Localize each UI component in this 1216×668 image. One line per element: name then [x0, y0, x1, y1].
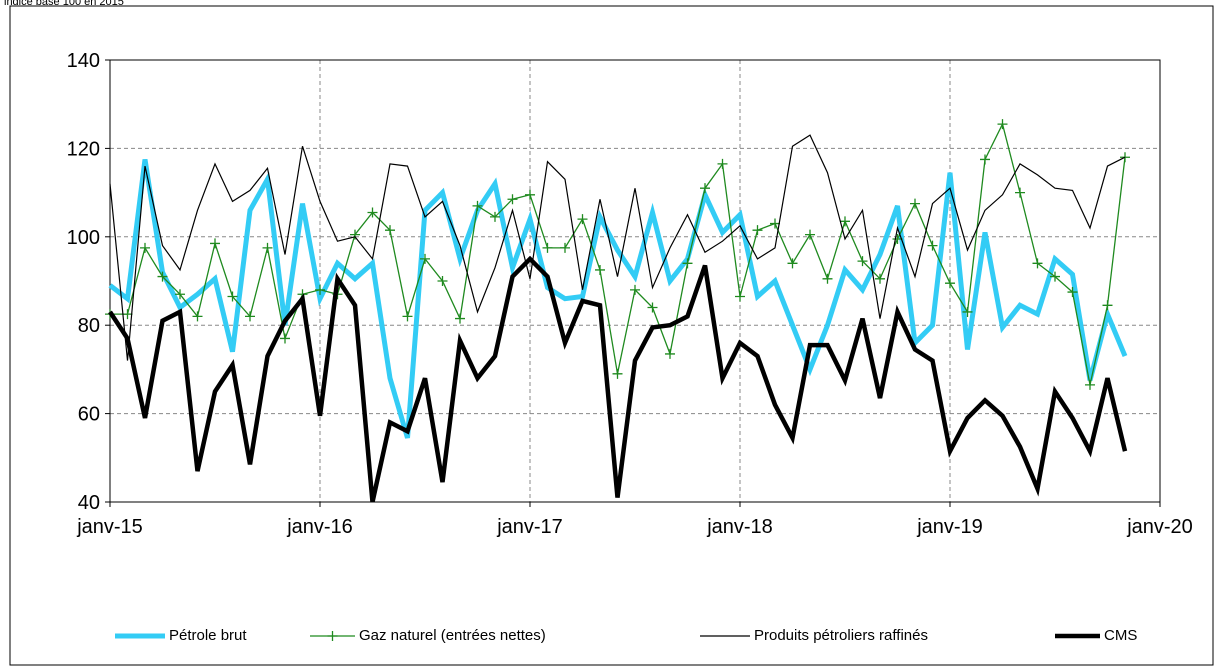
y-axis-note: indice base 100 en 2015	[4, 0, 124, 8]
marker	[770, 218, 780, 229]
y-tick-label: 80	[78, 315, 100, 337]
x-tick-label: janv-17	[496, 516, 563, 538]
series-line	[109, 134, 1126, 361]
marker	[840, 216, 850, 227]
marker	[1050, 271, 1060, 282]
marker	[805, 229, 815, 240]
x-tick-label: janv-19	[916, 516, 983, 538]
marker	[437, 276, 448, 286]
marker	[595, 264, 605, 275]
marker	[560, 242, 570, 253]
marker	[787, 258, 798, 269]
marker	[525, 189, 535, 200]
marker	[752, 225, 763, 236]
marker	[210, 238, 220, 249]
marker	[665, 348, 675, 359]
marker	[507, 194, 518, 205]
x-tick-label: janv-20	[1126, 516, 1193, 538]
marker	[647, 302, 658, 313]
plot-frame	[109, 59, 1161, 503]
marker	[542, 242, 553, 253]
marker	[945, 278, 955, 289]
plot-area: 40 60 80 100 120 140 janv-15 janv-16 janv-17 janv…	[67, 50, 1193, 538]
x-tick-label: janv-16	[286, 516, 353, 538]
marker	[122, 309, 133, 320]
legend-label: Gaz naturel (entrées nettes)	[359, 627, 546, 644]
y-tick-label: 120	[67, 138, 100, 160]
marker	[262, 242, 273, 253]
legend-label: CMS	[1104, 627, 1137, 644]
marker	[385, 225, 395, 236]
marker	[140, 242, 150, 253]
marker	[1015, 187, 1025, 198]
marker	[315, 284, 325, 295]
marker	[700, 183, 710, 194]
x-tick-label: janv-15	[76, 516, 143, 538]
marker	[1067, 287, 1078, 298]
marker	[910, 198, 920, 209]
marker	[630, 284, 640, 295]
y-tick-label: 40	[78, 492, 100, 514]
y-tick-label: 100	[67, 227, 100, 249]
marker	[577, 214, 588, 225]
marker	[997, 119, 1008, 130]
series-line	[108, 159, 1128, 439]
marker	[980, 154, 990, 165]
marker	[1032, 258, 1043, 269]
marker	[245, 311, 255, 322]
marker	[875, 273, 885, 284]
marker	[717, 158, 728, 169]
marker	[1085, 379, 1095, 390]
marker	[962, 306, 973, 317]
marker	[1102, 300, 1113, 311]
x-tick-label: janv-18	[706, 516, 773, 538]
marker	[280, 333, 290, 344]
marker	[420, 253, 430, 264]
chart-frame	[9, 5, 1214, 666]
marker	[327, 631, 338, 641]
marker	[735, 291, 745, 302]
legend-label: Produits pétroliers raffinés	[754, 627, 928, 644]
series-line	[108, 255, 1128, 503]
legend: Pétrole brut Gaz naturel (entrées nettes)…	[115, 627, 1137, 644]
legend-label: Pétrole brut	[169, 627, 247, 644]
marker	[157, 271, 168, 282]
marker	[192, 311, 203, 322]
marker	[612, 368, 623, 379]
marker	[350, 229, 360, 240]
marker	[857, 256, 868, 267]
y-tick-label: 60	[78, 404, 100, 426]
marker	[455, 313, 465, 324]
marker	[927, 240, 938, 251]
marker	[175, 289, 185, 300]
marker	[227, 291, 238, 302]
marker	[490, 211, 500, 222]
marker	[682, 258, 693, 269]
marker	[367, 207, 378, 218]
marker	[472, 200, 483, 211]
y-tick-label: 140	[67, 50, 100, 72]
marker	[822, 273, 833, 284]
marker	[402, 311, 413, 322]
